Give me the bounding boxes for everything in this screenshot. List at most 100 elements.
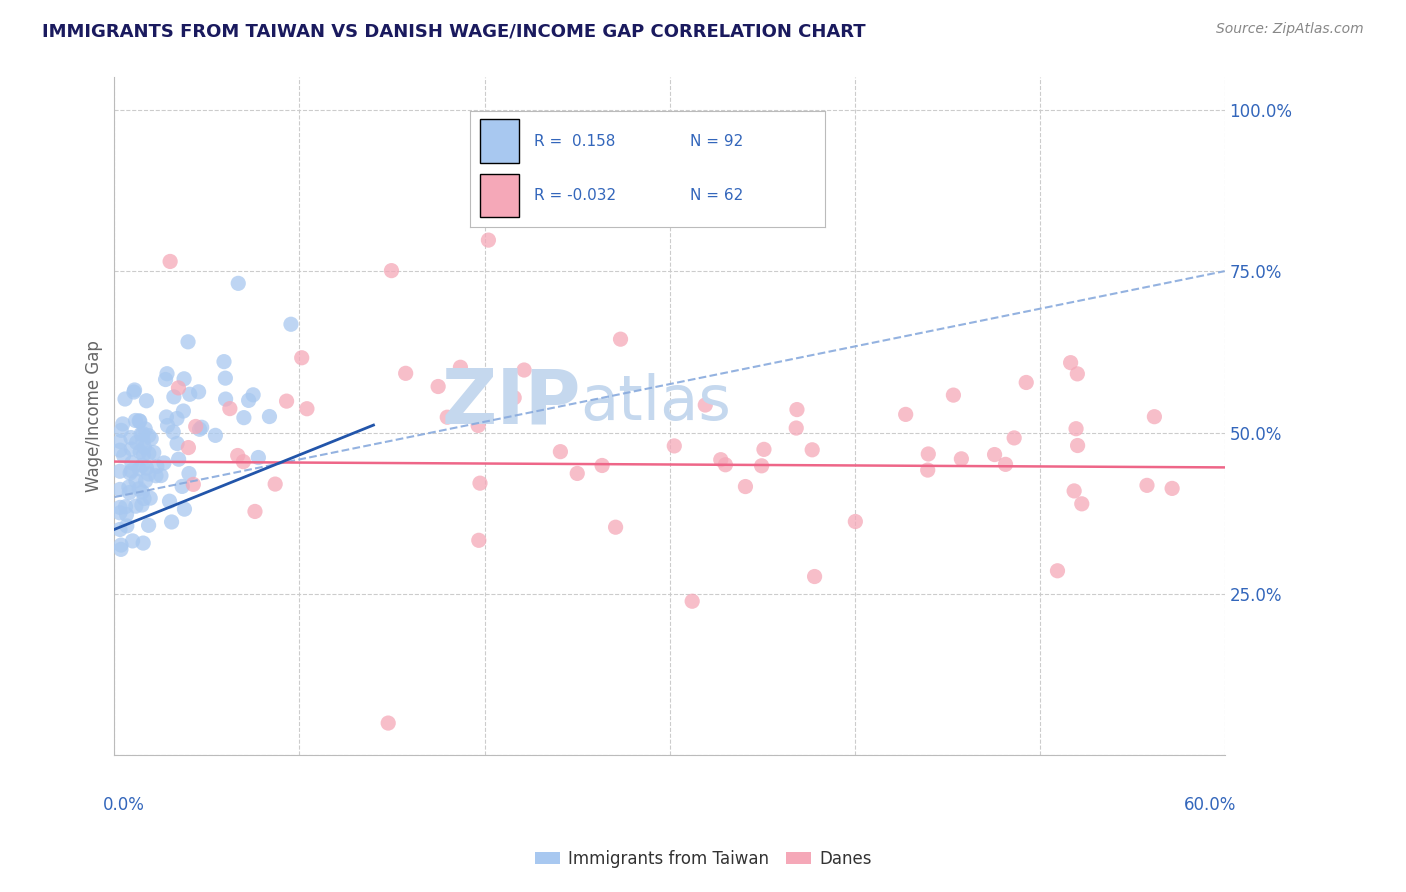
Point (177, 467, 200, 481)
Point (844, 515, 866, 529)
Point (167, 452, 190, 467)
Point (181, 477, 204, 491)
Point (115, 508, 138, 522)
Point (513, 363, 536, 377)
Point (173, 372, 195, 386)
Point (128, 462, 150, 476)
Point (108, 523, 131, 537)
Point (247, 450, 270, 465)
Text: atlas: atlas (581, 373, 731, 433)
Point (550, 444, 572, 458)
Point (129, 444, 152, 458)
Point (155, 409, 177, 424)
Point (111, 417, 134, 431)
Point (786, 402, 808, 417)
Point (149, 468, 172, 483)
Point (177, 441, 200, 455)
Point (664, 439, 686, 453)
Point (132, 491, 155, 506)
Point (218, 401, 240, 416)
Point (125, 435, 148, 450)
Point (1046, 564, 1069, 578)
Point (115, 519, 138, 533)
Point (591, 458, 613, 473)
Point (110, 423, 132, 437)
Point (120, 431, 142, 445)
Point (212, 354, 235, 368)
Point (449, 360, 471, 375)
Point (128, 414, 150, 428)
Point (112, 449, 135, 463)
Point (1143, 409, 1166, 424)
Point (139, 491, 162, 505)
Point (994, 458, 1017, 472)
Point (108, 506, 131, 520)
Point (468, 533, 491, 548)
Point (238, 393, 260, 408)
Point (131, 485, 153, 500)
Point (173, 502, 195, 516)
Point (190, 420, 212, 434)
Point (695, 398, 717, 412)
Point (108, 434, 131, 449)
Point (108, 443, 131, 458)
Point (567, 467, 589, 481)
Text: Source: ZipAtlas.com: Source: ZipAtlas.com (1216, 22, 1364, 37)
Point (110, 538, 132, 552)
Point (259, 409, 281, 424)
Point (114, 392, 136, 406)
Point (917, 447, 939, 461)
Point (131, 498, 153, 512)
Point (120, 466, 142, 480)
Point (128, 414, 150, 428)
Point (226, 449, 249, 463)
Point (1064, 422, 1087, 436)
Point (132, 448, 155, 462)
Point (179, 387, 201, 401)
Point (108, 483, 131, 497)
Point (121, 533, 143, 548)
Point (295, 401, 318, 416)
Point (377, 716, 399, 731)
Point (1161, 482, 1184, 496)
Point (128, 482, 150, 496)
Point (138, 428, 160, 442)
Point (177, 334, 200, 349)
Point (785, 421, 807, 435)
Point (131, 458, 153, 473)
Point (132, 536, 155, 550)
Point (125, 499, 148, 513)
Point (135, 461, 157, 475)
Point (125, 474, 148, 488)
Point (122, 384, 145, 399)
Point (108, 464, 131, 478)
Point (291, 351, 314, 365)
Point (118, 480, 141, 494)
Point (942, 388, 965, 402)
Point (153, 456, 176, 470)
Point (1059, 356, 1081, 370)
Point (204, 428, 226, 442)
Point (166, 411, 188, 425)
Point (156, 418, 179, 433)
Point (605, 520, 627, 534)
Point (160, 515, 183, 529)
Point (145, 468, 167, 483)
Point (167, 381, 190, 395)
Point (141, 432, 163, 446)
Point (894, 408, 917, 422)
Point (917, 463, 939, 477)
Point (134, 441, 156, 455)
Point (129, 427, 152, 442)
Point (243, 504, 266, 518)
Point (380, 263, 402, 277)
Point (172, 404, 194, 418)
Point (226, 277, 249, 291)
Point (242, 388, 264, 402)
Point (132, 434, 155, 448)
Point (681, 594, 703, 608)
Point (135, 474, 157, 488)
Legend: Immigrants from Taiwan, Danes: Immigrants from Taiwan, Danes (527, 844, 879, 875)
Text: ZIP: ZIP (441, 366, 581, 440)
Point (187, 384, 209, 399)
